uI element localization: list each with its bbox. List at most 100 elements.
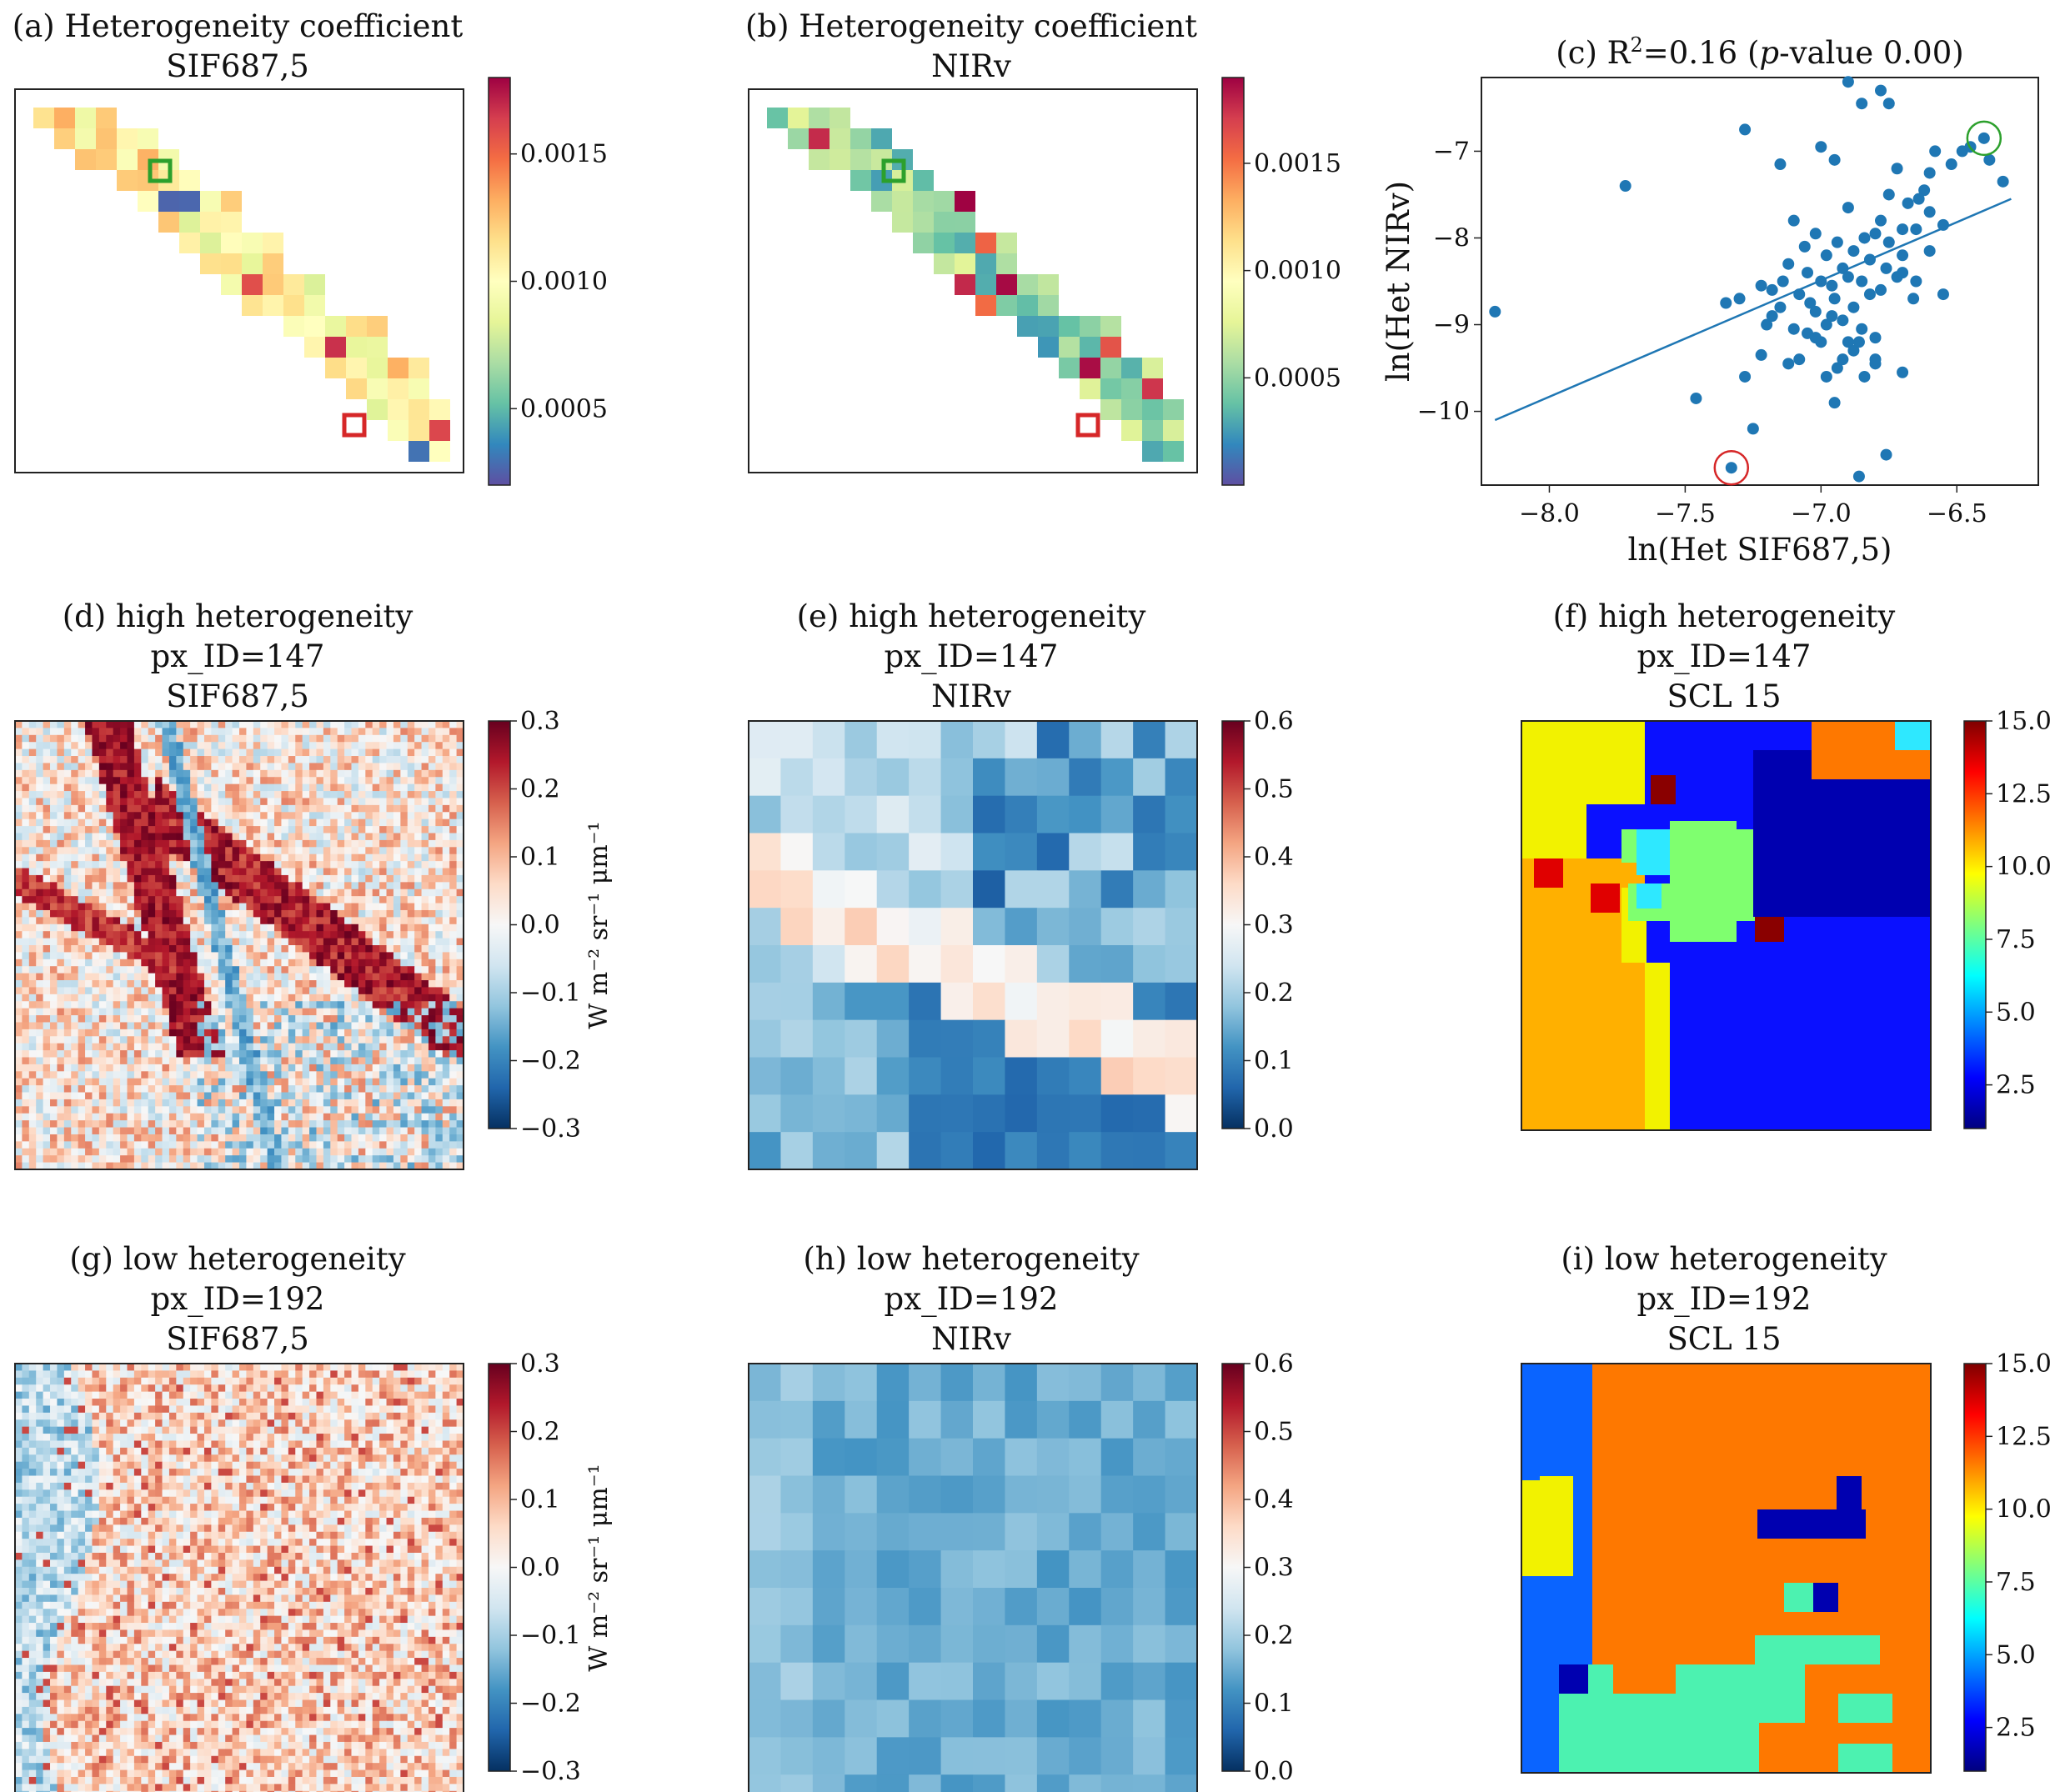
map-frame-e — [748, 720, 1198, 1170]
low-heterogeneity-marker — [1075, 413, 1100, 438]
panel-f-title-line: (f) high heterogeneity — [1553, 598, 1896, 634]
colorbar-tick-label-g: 0.3 — [520, 1349, 560, 1379]
scatter-title-part: =0.16 ( — [1643, 35, 1760, 71]
map-cell-b — [1121, 420, 1142, 441]
map-cell-a — [221, 212, 242, 233]
panel-a-title-line: (a) Heterogeneity coefficient — [13, 8, 464, 44]
map-cell-b — [1121, 358, 1142, 378]
scatter-point — [1880, 448, 1892, 461]
map-cell-a — [429, 441, 450, 462]
colorbar-tick-label-d: −0.2 — [520, 1047, 581, 1076]
scatter-point — [1875, 84, 1887, 97]
map-cell-b — [1142, 441, 1163, 462]
scatter-point — [1725, 462, 1737, 474]
colorbar-tick-label-h: 0.1 — [1254, 1689, 1294, 1719]
map-cell-b — [830, 149, 850, 170]
scatter-point — [1828, 397, 1841, 409]
panel-f-title-line: SCL 15 — [1667, 678, 1781, 714]
map-cell-a — [304, 337, 325, 358]
scatter-point — [1828, 293, 1841, 305]
map-frame-d — [14, 720, 464, 1170]
scatter-point — [1856, 323, 1868, 335]
scatter-title-part: (c) R — [1556, 35, 1631, 71]
colorbar-tick-label-g: −0.3 — [520, 1757, 581, 1786]
scatter-point — [1489, 305, 1501, 318]
colorbar-tick-label-i: 5.0 — [1996, 1640, 2036, 1669]
scatter-point — [1902, 197, 1914, 209]
map-cell-b — [1080, 337, 1100, 358]
map-cell-b — [788, 128, 809, 149]
scatter-point — [1842, 202, 1854, 214]
scatter-point — [1997, 175, 2009, 188]
low-heterogeneity-circle — [1713, 449, 1750, 486]
map-cell-a — [200, 233, 221, 253]
scatter-point — [1720, 297, 1732, 309]
map-cell-a — [429, 420, 450, 441]
colorbar-b — [1221, 77, 1245, 486]
scatter-point — [1929, 145, 1942, 158]
scatter-point — [1910, 223, 1922, 236]
scatter-point — [1793, 353, 1806, 366]
colorbar-tick-label-g: 0.0 — [520, 1554, 560, 1583]
y-axis-label: ln(Het NIRv) — [1381, 181, 1416, 382]
map-cell-b — [975, 274, 996, 295]
map-cell-a — [54, 108, 75, 128]
map-cell-b — [913, 212, 934, 233]
colorbar-tick-label-f: 2.5 — [1996, 1071, 2036, 1100]
map-cell-b — [1163, 441, 1184, 462]
colorbar-tick-label-h: 0.5 — [1254, 1418, 1294, 1447]
map-cell-b — [1142, 358, 1163, 378]
scatter-point — [1747, 423, 1759, 435]
map-cell-a — [346, 378, 367, 399]
scatter-point — [1755, 279, 1767, 292]
map-cell-a — [179, 170, 200, 191]
sif-map-d — [15, 721, 464, 1170]
map-cell-b — [1100, 378, 1121, 399]
map-cell-a — [96, 108, 117, 128]
scatter-point — [1856, 98, 1868, 110]
colorbar-tick-label-b: 0.0005 — [1254, 363, 1341, 393]
map-cell-b — [892, 212, 913, 233]
scatter-title-part: 2 — [1631, 33, 1643, 57]
map-cell-a — [304, 295, 325, 316]
x-tick-label: −8.0 — [1519, 499, 1580, 528]
colorbar-tick-label-f: 7.5 — [1996, 925, 2036, 954]
scatter-point — [1837, 314, 1849, 327]
colorbar-f — [1963, 720, 1987, 1129]
map-cell-a — [388, 399, 408, 420]
scl-map-f — [1521, 721, 1931, 1130]
colorbar-tick-label-i: 7.5 — [1996, 1568, 2036, 1597]
scatter-point — [1863, 288, 1876, 301]
scatter-point — [1739, 370, 1752, 383]
y-tick-label: −8 — [1433, 223, 1470, 253]
scatter-point — [1897, 249, 1909, 262]
scatter-point — [1787, 214, 1800, 227]
map-cell-a — [263, 274, 283, 295]
map-cell-a — [325, 337, 346, 358]
map-cell-b — [975, 295, 996, 316]
high-heterogeneity-marker — [881, 158, 906, 183]
map-cell-a — [242, 253, 263, 274]
map-cell-b — [809, 128, 830, 149]
colorbar-tick-label-b: 0.0010 — [1254, 257, 1341, 286]
scatter-point — [1802, 267, 1814, 279]
scatter-point — [1820, 318, 1832, 331]
map-cell-b — [934, 191, 955, 212]
map-cell-a — [346, 337, 367, 358]
colorbar-tick-label-e: 0.4 — [1254, 843, 1294, 872]
scatter-point — [1923, 206, 1936, 218]
map-cell-b — [850, 149, 871, 170]
map-cell-a — [346, 316, 367, 337]
map-cell-a — [200, 191, 221, 212]
sif-map-g — [15, 1364, 464, 1792]
scatter-point — [1852, 336, 1865, 348]
map-cell-b — [809, 149, 830, 170]
map-cell-b — [1121, 378, 1142, 399]
map-cell-a — [304, 274, 325, 295]
panel-e-title-line: px_ID=147 — [885, 638, 1059, 675]
colorbar-tick-label-g: −0.2 — [520, 1689, 581, 1719]
panel-d-title-line: (d) high heterogeneity — [63, 598, 414, 634]
map-cell-a — [221, 253, 242, 274]
colorbar-i — [1963, 1363, 1987, 1772]
